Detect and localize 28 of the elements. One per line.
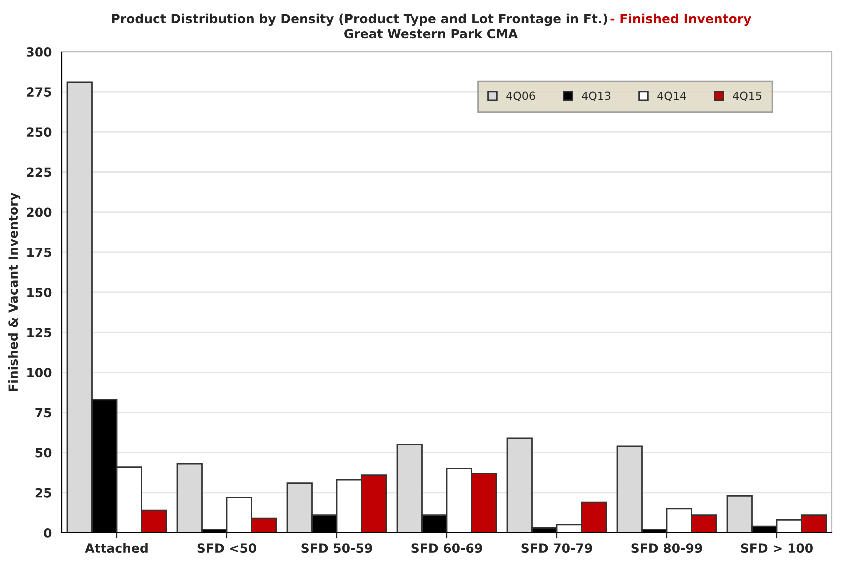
- chart-title: Product Distribution by Density (Product Type and Lot Frontage in Ft.): [112, 14, 608, 26]
- chart-subtitle: Great Western Park CMA: [344, 28, 518, 39]
- y-tick-label: 275: [27, 88, 52, 98]
- x-tick-label: SFD 80-99: [632, 544, 702, 554]
- x-tick-label: Attached: [85, 543, 148, 554]
- x-tick-label: SFD > 100: [741, 544, 813, 554]
- y-tick-label: 150: [28, 288, 52, 298]
- x-tick-label: SFD 50-59: [302, 544, 372, 554]
- x-tick-label: SFD 70-79: [522, 544, 592, 554]
- y-tick-label: 300: [27, 47, 52, 57]
- x-tick-label: SFD 60-69: [412, 544, 482, 554]
- y-tick-label: 175: [28, 248, 52, 258]
- y-tick-label: 125: [28, 328, 52, 338]
- x-tick-label: SFD <50: [198, 544, 256, 554]
- legend-label: 4Q13: [582, 92, 611, 102]
- y-tick-label: 200: [27, 208, 52, 218]
- text: - Finished Inventory: [610, 14, 752, 26]
- y-axis-title: Finished & Vacant Inventory: [8, 192, 21, 392]
- y-tick-label: 25: [36, 488, 52, 498]
- y-tick-label: 250: [27, 128, 52, 138]
- y-tick-label: 50: [36, 448, 52, 458]
- legend-label: 4Q15: [733, 92, 762, 102]
- y-tick-label: 75: [36, 408, 52, 418]
- y-tick-label: 100: [28, 368, 52, 378]
- legend-label: 4Q06: [506, 92, 536, 102]
- y-tick-label: 225: [27, 168, 52, 178]
- legend-label: 4Q14: [658, 92, 686, 102]
- y-tick-label: 0: [44, 528, 52, 538]
